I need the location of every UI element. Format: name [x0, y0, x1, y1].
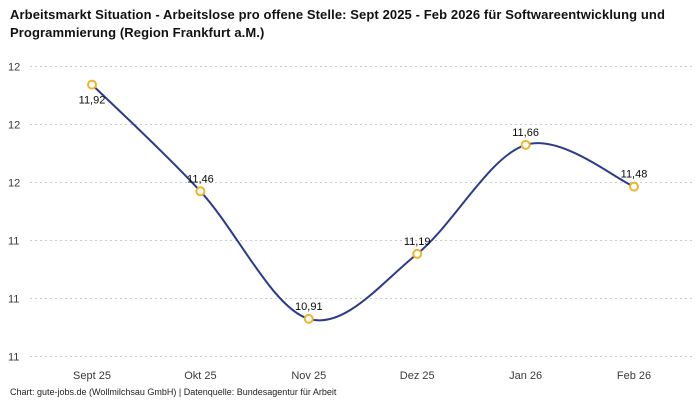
data-point-marker [87, 79, 97, 90]
x-axis-tick-label: Feb 26 [617, 370, 651, 382]
y-axis-tick-label: 12 [8, 120, 20, 132]
data-point-value-label: 11,92 [79, 95, 106, 107]
y-axis-tick-label: 12 [8, 62, 20, 74]
chart-title: Arbeitsmarkt Situation - Arbeitslose pro… [10, 7, 665, 41]
data-point-marker [629, 181, 639, 192]
x-axis-tick-label: Dez 25 [400, 370, 435, 382]
series-line [91, 83, 635, 322]
data-point-marker [412, 248, 423, 259]
y-axis-tick-label: 11 [8, 352, 19, 364]
data-point-value-label: 10,91 [295, 301, 323, 313]
data-point-marker [520, 139, 531, 150]
chart-footer: Chart: gute-jobs.de (Wollmilchsau GmbH) … [10, 387, 337, 397]
x-axis-tick-label: Jan 26 [509, 370, 542, 382]
x-axis-tick-label: Nov 25 [291, 370, 326, 382]
x-axis-tick-label: Sept 25 [73, 370, 111, 382]
y-axis-tick-label: 11 [8, 236, 19, 248]
data-point-marker [303, 313, 314, 324]
data-point-value-label: 11,48 [621, 169, 648, 181]
data-point-value-label: 11,66 [512, 127, 539, 139]
data-point-value-label: 11,19 [404, 236, 431, 248]
y-axis-tick-label: 11 [8, 294, 19, 306]
x-axis-tick-label: Okt 25 [184, 370, 216, 382]
y-axis-tick-label: 12 [8, 178, 20, 190]
data-point-marker [195, 186, 206, 197]
data-point-value-label: 11,46 [187, 173, 214, 185]
